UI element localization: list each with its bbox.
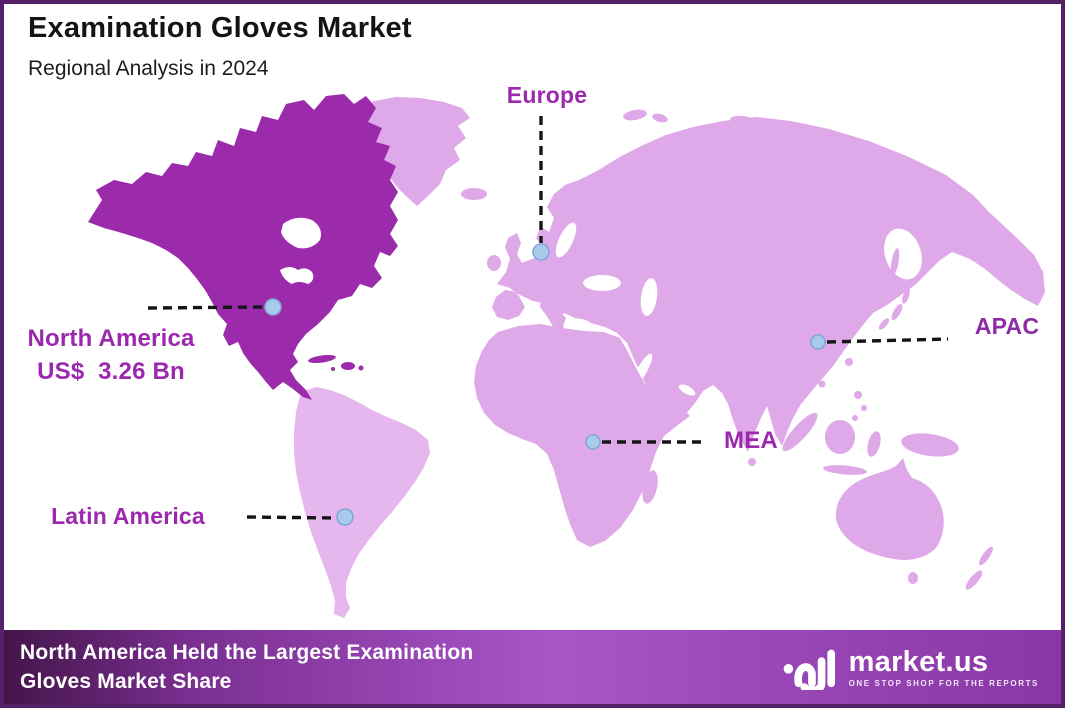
- connector-lines: [147, 116, 949, 520]
- north-america-marker-icon: [264, 298, 282, 316]
- continent-south-america: [294, 387, 430, 618]
- europe-islands: [461, 109, 754, 342]
- footer-bar: North America Held the Largest Examinati…: [4, 630, 1061, 704]
- apac-islands: [748, 248, 959, 475]
- latin-america-label: Latin America: [51, 503, 205, 529]
- footer-caption-line2: Gloves Market Share: [20, 670, 232, 693]
- brand-tagline: ONE STOP SHOP FOR THE REPORTS: [848, 678, 1039, 688]
- greenland: [356, 97, 470, 206]
- north-america-lakes: [280, 217, 321, 284]
- page-subtitle: Regional Analysis in 2024: [28, 57, 269, 80]
- north-america-value: US$ 3.26 Bn: [37, 357, 185, 385]
- brand-name: market.us: [848, 645, 989, 678]
- brand-logo: market.us ONE STOP SHOP FOR THE REPORTS: [783, 640, 1061, 695]
- footer-caption: North America Held the Largest Examinati…: [4, 638, 473, 696]
- connector-north-america: [147, 305, 265, 310]
- connector-latin-america: [246, 515, 337, 520]
- market-us-logo-icon: [783, 640, 839, 695]
- mea-marker-icon: [585, 434, 601, 450]
- header: Examination Gloves Market Regional Analy…: [28, 12, 412, 81]
- region-markers: [264, 243, 826, 526]
- europe-marker-icon: [532, 243, 550, 261]
- connector-apac: [826, 337, 949, 344]
- continent-africa: [474, 324, 690, 547]
- apac-marker-icon: [810, 334, 826, 350]
- north-america-name: North America: [27, 325, 195, 352]
- latin-america-marker-icon: [336, 508, 354, 526]
- apac-label: APAC: [974, 313, 1040, 339]
- brand-text: market.us ONE STOP SHOP FOR THE REPORTS: [849, 647, 1039, 688]
- caribbean-islands: [308, 355, 364, 371]
- europe-label: Europe: [506, 82, 588, 108]
- page-title: Examination Gloves Market: [28, 12, 412, 44]
- mea-label: MEA: [724, 427, 778, 454]
- footer-caption-line1: North America Held the Largest Examinati…: [20, 641, 474, 664]
- continent-north-america: [88, 94, 398, 400]
- north-america-label: North America US$ 3.26 Bn: [12, 325, 210, 387]
- continent-australia: [835, 458, 993, 590]
